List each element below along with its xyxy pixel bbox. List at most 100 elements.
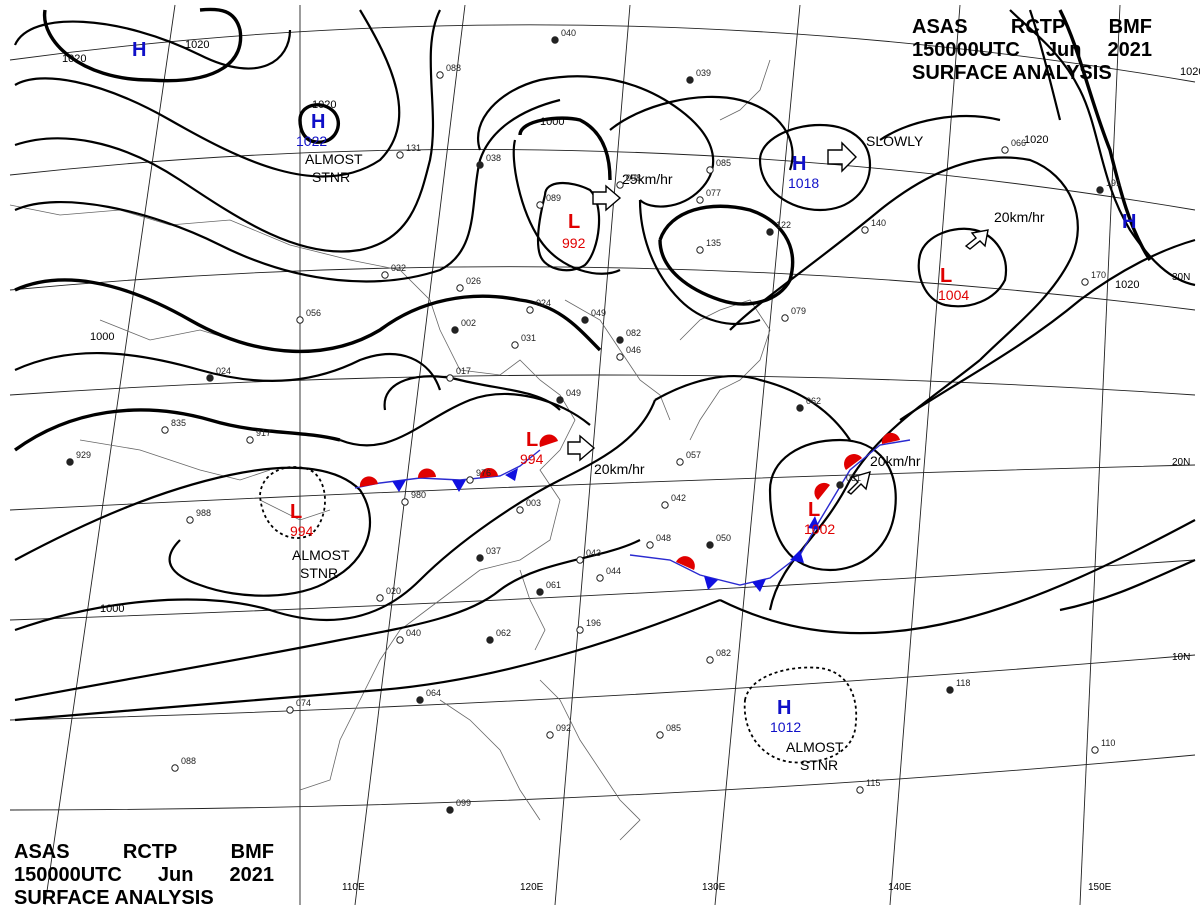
station-pressure: 066 — [1011, 138, 1026, 148]
longitude-grid — [44, 4, 1121, 906]
station-circle-icon — [946, 686, 954, 694]
annotation-almost-stnr: ALMOST STNR — [786, 739, 844, 773]
station-circle-icon — [581, 316, 589, 324]
low-center: L 992 — [562, 211, 586, 251]
svg-text:H: H — [792, 153, 806, 175]
low-center: L 1004 — [938, 265, 969, 303]
svg-text:992: 992 — [562, 235, 586, 251]
station-pressure: 017 — [456, 366, 471, 376]
station-pressure: 191 — [1106, 178, 1121, 188]
station-circle-icon — [451, 326, 459, 334]
station-circle-icon — [706, 656, 714, 664]
station-pressure: 024 — [216, 366, 231, 376]
svg-text:STNR: STNR — [312, 169, 350, 185]
station-pressure: 085 — [666, 723, 681, 733]
station-circle-icon — [446, 806, 454, 814]
station-pressure: 031 — [521, 333, 536, 343]
station-circle-icon — [456, 284, 464, 292]
station-circle-icon — [856, 786, 864, 794]
station-pressure: 140 — [871, 218, 886, 228]
station-pressure: 085 — [716, 158, 731, 168]
station-circle-icon — [401, 498, 409, 506]
station-pressure: 031 — [846, 473, 861, 483]
svg-text:ALMOST: ALMOST — [786, 739, 844, 755]
station-pressure: 044 — [606, 566, 621, 576]
arrow-icon — [964, 229, 989, 250]
svg-text:1022: 1022 — [296, 133, 327, 149]
station-circle-icon — [526, 306, 534, 314]
station-pressure: 196 — [586, 618, 601, 628]
title-code: BMF — [1108, 16, 1152, 38]
station-pressure: 088 — [446, 63, 461, 73]
station-circle-icon — [576, 556, 584, 564]
grid-labels: 110E 120E 130E 140E 150E 30N 20N 10N — [342, 272, 1190, 893]
title-time: 150000UTC — [912, 39, 1020, 61]
svg-text:994: 994 — [290, 523, 314, 539]
station-pressure: 074 — [296, 698, 311, 708]
isobar-label: 1020 — [1180, 66, 1200, 78]
station-circle-icon — [416, 696, 424, 704]
station-pressure: 115 — [866, 778, 880, 788]
station-circle-icon — [396, 151, 404, 159]
station-circle-icon — [696, 196, 704, 204]
station-pressure: 929 — [76, 450, 91, 460]
annotation-speed: 20km/hr — [594, 461, 645, 477]
station-circle-icon — [536, 588, 544, 596]
station-circle-icon — [781, 314, 789, 322]
station-circle-icon — [686, 76, 694, 84]
station-pressure: 032 — [391, 263, 406, 273]
title-year: 2021 — [229, 864, 275, 886]
svg-text:ALMOST: ALMOST — [292, 547, 350, 563]
title-center: RCTP — [122, 841, 178, 863]
latitude-grid — [9, 24, 1196, 811]
arrow-icon — [846, 470, 871, 495]
station-circle-icon — [551, 36, 559, 44]
station-circle-icon — [616, 181, 624, 189]
station-pressure: 135 — [706, 238, 721, 248]
station-pressure: 988 — [196, 508, 211, 518]
station-circle-icon — [206, 374, 214, 382]
station-circle-icon — [596, 574, 604, 582]
stationary-front-east — [629, 432, 911, 592]
station-circle-icon — [656, 731, 664, 739]
annotation-speed: 20km/hr — [870, 453, 921, 469]
station-circle-icon — [616, 353, 624, 361]
stationary-front-west — [354, 434, 558, 492]
title-block-top: ASAS RCTP BMF 150000UTC Jun 2021 SURFACE… — [912, 16, 1152, 85]
title-month: Jun — [1045, 39, 1082, 61]
svg-text:H: H — [777, 697, 791, 719]
lon-label: 130E — [702, 882, 726, 893]
station-circle-icon — [466, 476, 474, 484]
station-pressure: 061 — [546, 580, 561, 590]
station-circle-icon — [396, 636, 404, 644]
station-circle-icon — [796, 404, 804, 412]
station-pressure: 038 — [486, 153, 501, 163]
svg-text:1012: 1012 — [770, 719, 801, 735]
lon-label: 150E — [1088, 882, 1112, 893]
high-center: H 1018 — [788, 153, 819, 191]
isobar-label: 1020 — [1115, 279, 1139, 291]
station-pressure: 098 — [626, 173, 641, 183]
lon-label: 110E — [342, 882, 365, 893]
title-time: 150000UTC — [14, 864, 122, 886]
lat-label: 20N — [1172, 457, 1190, 468]
annotation-speed: 25km/hr — [622, 171, 673, 187]
station-pressure: 082 — [716, 648, 731, 658]
coastlines — [9, 59, 771, 841]
station-pressure: 976 — [476, 468, 491, 478]
station-pressure: 131 — [406, 143, 421, 153]
lon-label: 140E — [888, 882, 912, 893]
station-circle-icon — [706, 541, 714, 549]
station-pressure: 110 — [1101, 738, 1115, 748]
isobar-label: 1020 — [1024, 134, 1048, 146]
high-center: H — [132, 39, 146, 61]
station-pressure: 835 — [171, 418, 186, 428]
station-circle-icon — [171, 764, 179, 772]
svg-text:ALMOST: ALMOST — [305, 151, 363, 167]
station-pressure: 118 — [956, 678, 970, 688]
title-agency: ASAS — [912, 16, 968, 38]
station-pressure: 099 — [456, 798, 471, 808]
station-circle-icon — [246, 436, 254, 444]
station-pressure: 049 — [591, 308, 606, 318]
station-circle-icon — [861, 226, 869, 234]
